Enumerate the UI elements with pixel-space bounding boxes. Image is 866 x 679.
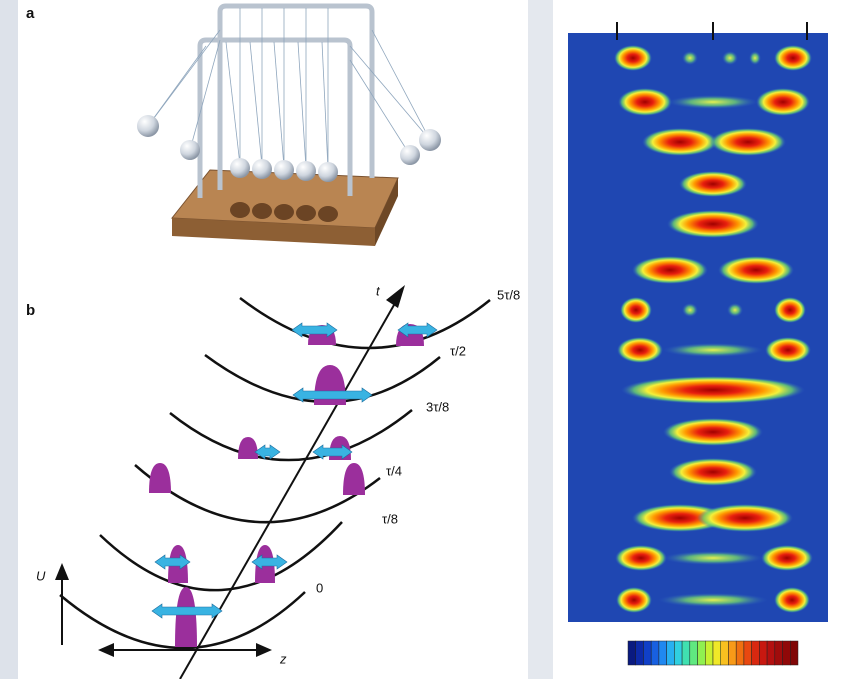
curve-label: 5τ/8 <box>497 287 520 302</box>
atom-cloud <box>761 545 813 571</box>
colorbar-segment <box>698 641 706 665</box>
atom-cloud <box>774 297 806 323</box>
colorbar-segment <box>651 641 659 665</box>
atom-cloud <box>710 128 786 156</box>
colorbar-segment <box>767 641 775 665</box>
axis-label: z <box>279 651 287 666</box>
atom-cloud <box>765 337 811 363</box>
colorbar-segment <box>721 641 729 665</box>
curve-label: τ/2 <box>450 343 466 358</box>
curve-label: τ/8 <box>382 511 398 526</box>
atom-cloud <box>697 504 793 532</box>
panel-label: a <box>26 5 35 22</box>
curve-label: 0 <box>316 580 323 595</box>
colorbar-segment <box>759 641 767 665</box>
faint-cloud <box>727 303 743 317</box>
atom-cloud <box>618 88 672 116</box>
faint-cloud <box>749 51 761 65</box>
faint-cloud <box>682 303 698 317</box>
colorbar-segment <box>728 641 736 665</box>
colorbar-segment <box>628 641 636 665</box>
atom-cloud <box>718 256 794 284</box>
colorbar <box>628 641 798 665</box>
atom-cloud <box>614 45 652 71</box>
atom-cloud <box>621 376 805 404</box>
atom-cloud <box>774 587 810 613</box>
image <box>568 33 828 622</box>
colorbar-segment <box>690 641 698 665</box>
faint-cloud <box>668 95 758 109</box>
figure: a b 5τ/8τ/23τ/8τ/4τ/80 t U z <box>0 0 866 679</box>
colorbar-segment <box>659 641 667 665</box>
faint-cloud <box>663 343 763 357</box>
atom-cloud <box>679 171 747 197</box>
atom-cloud <box>615 545 667 571</box>
atom-cloud <box>756 88 810 116</box>
faint-cloud <box>682 51 698 65</box>
colorbar-segment <box>790 641 798 665</box>
curve-label: τ/4 <box>386 463 402 478</box>
atom-cloud <box>617 337 663 363</box>
atom-cloud <box>667 210 759 238</box>
colorbar-segment <box>667 641 675 665</box>
atom-cloud <box>632 256 708 284</box>
colorbar-segment <box>674 641 682 665</box>
atom-cloud <box>774 45 812 71</box>
colorbar-segment <box>643 641 651 665</box>
faint-cloud <box>722 51 738 65</box>
atom-cloud <box>620 297 652 323</box>
atom-cloud <box>616 587 652 613</box>
colorbar-segment <box>636 641 644 665</box>
colorbar-segment <box>783 641 791 665</box>
axis-label: U <box>36 568 46 583</box>
panel-label: b <box>26 302 35 319</box>
colorbar-segment <box>713 641 721 665</box>
colorbar-segment <box>752 641 760 665</box>
atom-cloud <box>669 458 757 486</box>
colorbar-segment <box>736 641 744 665</box>
curve-label: 3τ/8 <box>426 399 449 414</box>
faint-cloud <box>663 551 763 565</box>
atom-cloud <box>663 418 763 446</box>
colorbar-segment <box>705 641 713 665</box>
atom-cloud <box>642 128 718 156</box>
colorbar-segment <box>682 641 690 665</box>
colorbar-segment <box>775 641 783 665</box>
faint-cloud <box>658 593 768 607</box>
colorbar-segment <box>744 641 752 665</box>
